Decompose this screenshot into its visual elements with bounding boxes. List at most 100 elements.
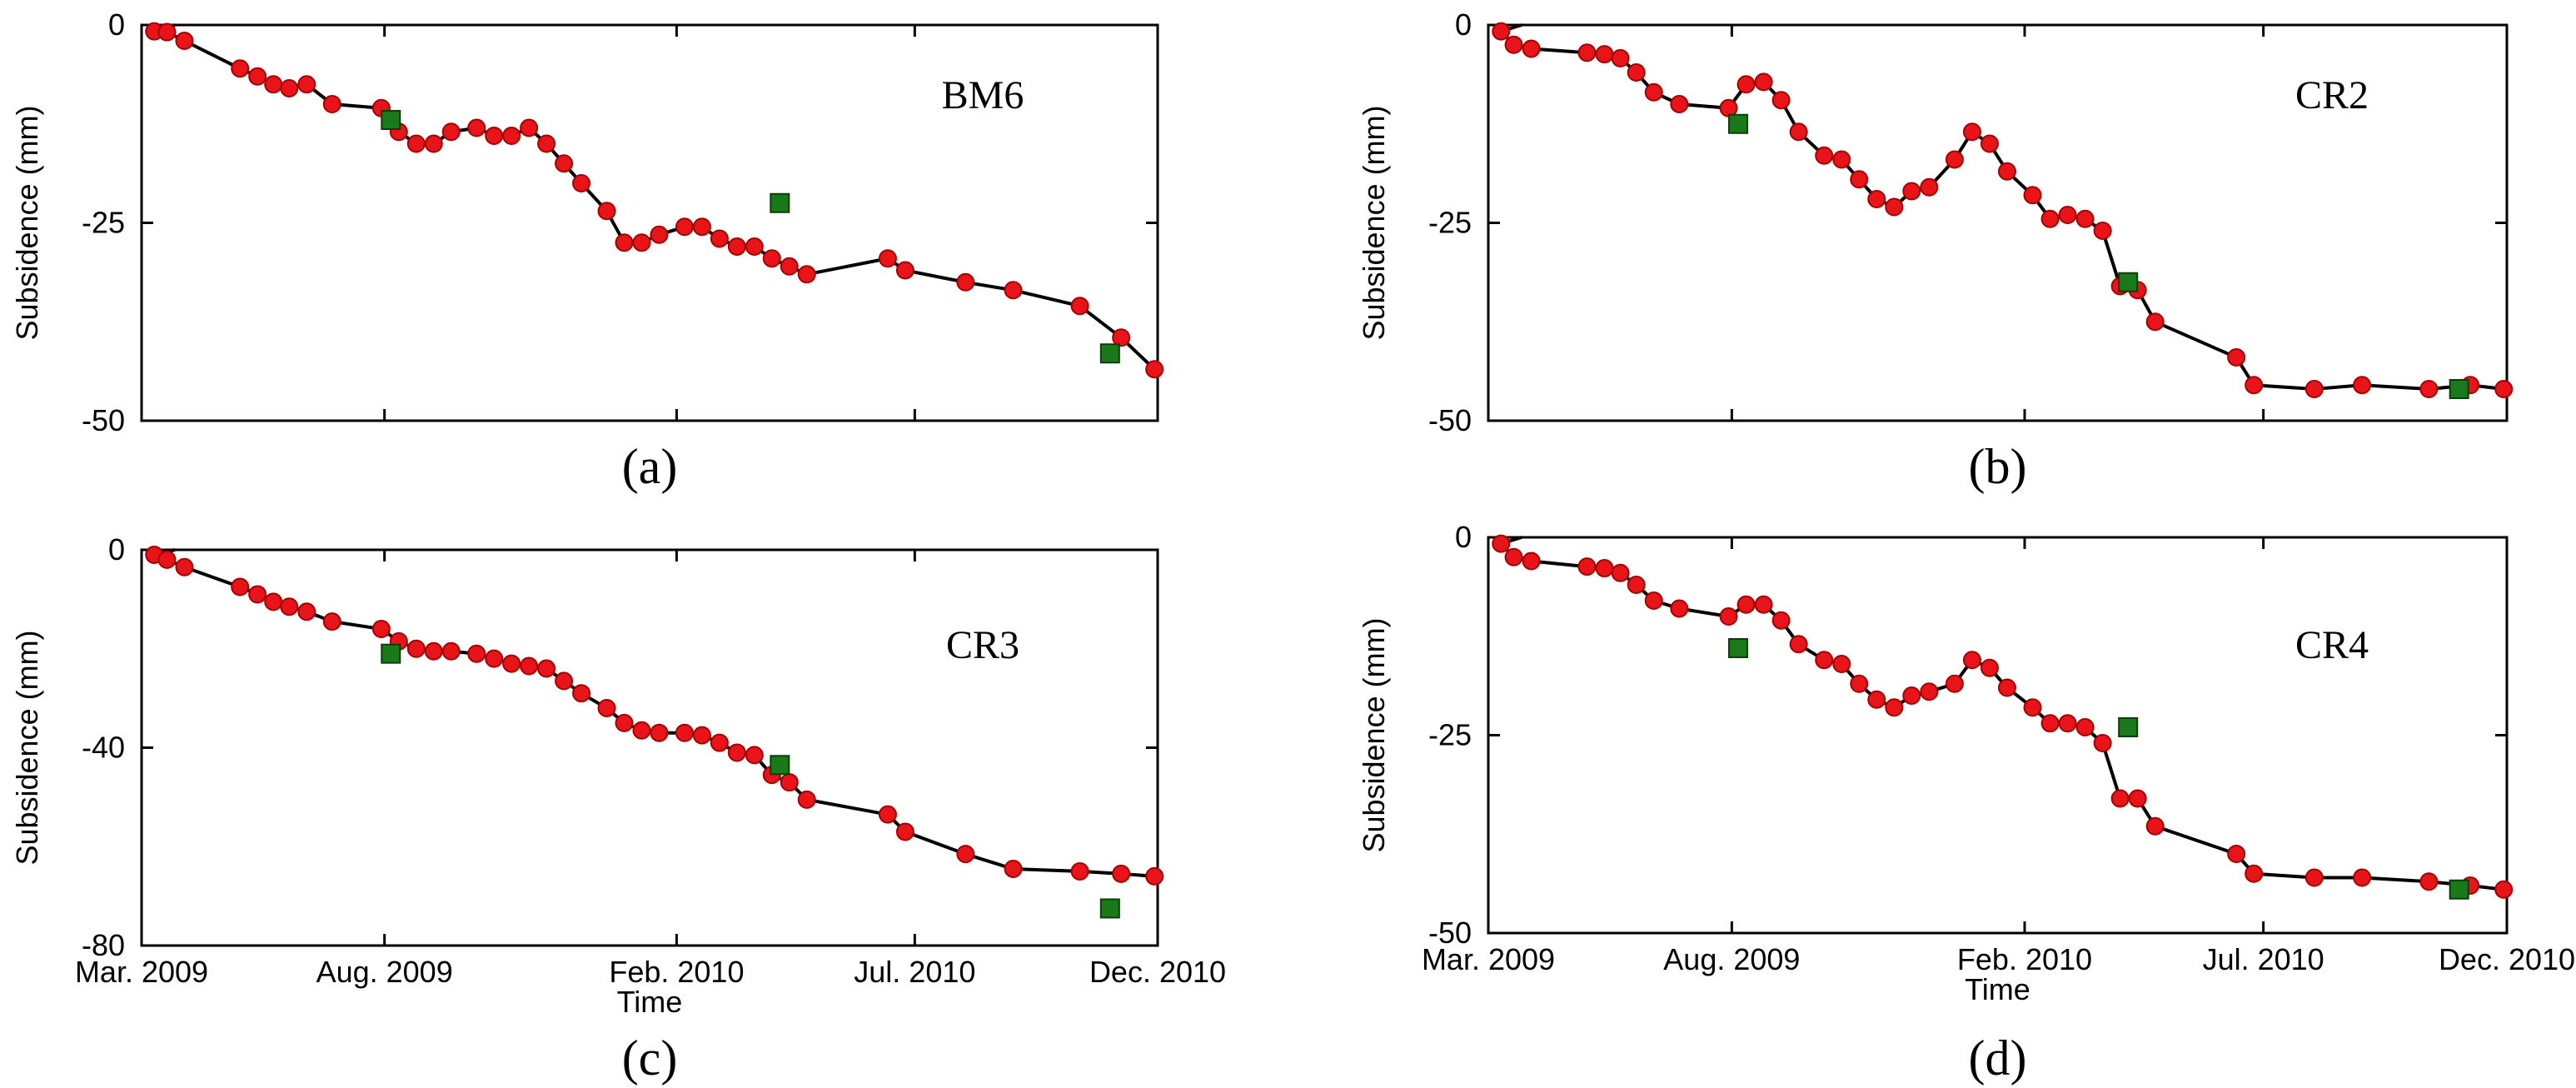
insar-point	[1789, 635, 1808, 654]
y-tick-label: 0	[108, 532, 125, 566]
insar-point	[555, 154, 574, 173]
insar-point	[441, 122, 461, 142]
insar-point	[1611, 563, 1630, 582]
insar-point	[2075, 209, 2095, 228]
insar-point	[2058, 206, 2077, 224]
insar-point	[1850, 674, 1869, 693]
insar-point	[2227, 348, 2246, 367]
y-tick-label: -50	[1428, 916, 1472, 950]
insar-point	[1945, 150, 1964, 169]
x-tick-label: Jul. 2010	[854, 955, 975, 989]
insar-point	[1577, 43, 1597, 62]
insar-point	[280, 79, 299, 97]
insar-series-line	[1497, 536, 2504, 891]
insar-point	[895, 822, 914, 841]
insar-point	[615, 233, 634, 252]
insar-point	[650, 723, 669, 742]
insar-point	[615, 713, 634, 732]
insar-point	[797, 790, 816, 809]
insar-point	[1522, 39, 1541, 58]
insar-point	[175, 32, 194, 50]
insar-point	[1644, 82, 1663, 102]
insar-point	[2494, 880, 2514, 899]
insar-point	[2353, 376, 2372, 395]
insar-point	[157, 550, 177, 569]
x-tick-label: Dec. 2010	[2439, 942, 2575, 976]
insar-point	[1492, 22, 1511, 41]
insar-point	[572, 174, 591, 192]
x-axis-title: Time	[617, 985, 683, 1019]
insar-point	[1885, 698, 1904, 717]
insar-point	[537, 659, 556, 678]
insar-point	[1736, 75, 1756, 94]
x-tick-label: Aug. 2009	[1663, 942, 1800, 976]
insar-point	[1902, 182, 1921, 201]
station-label: BM6	[942, 73, 1024, 117]
y-tick-label: 0	[108, 7, 125, 42]
insar-point	[2145, 312, 2165, 332]
insar-point	[1789, 122, 1808, 142]
y-tick-label: -50	[1428, 403, 1472, 437]
insar-point	[797, 265, 816, 284]
insar-point	[537, 134, 556, 153]
insar-point	[467, 644, 486, 663]
insar-point	[2040, 209, 2060, 228]
insar-point	[1577, 557, 1597, 576]
insar-point	[406, 639, 426, 658]
insar-point	[878, 249, 897, 268]
insar-point	[1771, 91, 1791, 110]
insar-point	[1112, 328, 1131, 347]
insar-point	[2128, 789, 2147, 808]
insar-point	[650, 225, 669, 244]
insar-point	[1595, 559, 1614, 578]
insar-point	[745, 746, 764, 765]
insar-point	[1627, 576, 1646, 594]
insar-point	[322, 612, 341, 631]
insar-point	[572, 684, 591, 703]
station-label: CR4	[2295, 623, 2369, 667]
station-label: CR3	[946, 623, 1019, 667]
insar-point	[956, 272, 975, 292]
leveling-point	[1099, 343, 1120, 364]
insar-point	[502, 654, 521, 673]
insar-point	[406, 134, 426, 153]
insar-point	[1997, 678, 2016, 697]
y-tick-label: 0	[1455, 7, 1472, 42]
insar-point	[248, 585, 267, 604]
y-tick-label: -25	[1428, 718, 1472, 752]
insar-point	[467, 118, 486, 137]
y-tick-label: -25	[1428, 206, 1472, 240]
insar-point	[1815, 651, 1834, 670]
insar-point	[322, 95, 341, 113]
panel-label: (c)	[622, 1031, 678, 1086]
insar-point	[2145, 816, 2165, 836]
y-tick-label: 0	[1455, 520, 1472, 554]
leveling-point	[2449, 879, 2469, 900]
insar-point	[2304, 868, 2324, 887]
insar-point	[1885, 197, 1904, 217]
insar-point	[1492, 534, 1511, 553]
panel-label: (b)	[1969, 439, 2027, 494]
insar-point	[297, 75, 316, 94]
x-tick-label: Feb. 2010	[1957, 942, 2092, 976]
insar-point	[2304, 380, 2324, 398]
insar-point	[485, 127, 504, 145]
insar-point	[597, 699, 616, 717]
insar-point	[231, 59, 250, 78]
insar-point	[520, 656, 539, 676]
insar-point	[1867, 190, 1886, 208]
insar-point	[248, 67, 267, 86]
leveling-point	[2449, 379, 2469, 399]
insar-point	[555, 671, 574, 691]
insar-point	[2058, 714, 2077, 733]
leveling-point	[770, 192, 790, 213]
insar-point	[2494, 380, 2514, 398]
insar-point	[1611, 48, 1630, 67]
insar-point	[297, 602, 316, 621]
y-tick-label: -25	[82, 206, 125, 240]
insar-point	[1997, 162, 2016, 181]
y-tick-label: -80	[82, 928, 125, 962]
insar-point	[231, 577, 250, 596]
insar-point	[1644, 591, 1663, 610]
